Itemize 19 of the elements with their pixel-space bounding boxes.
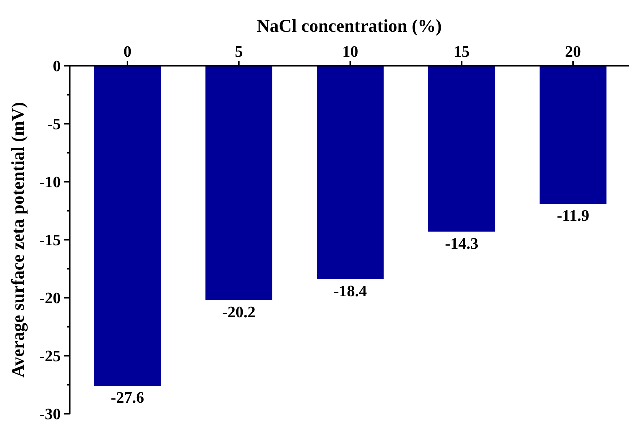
y-tick-label: -10 xyxy=(40,174,61,192)
y-axis-title: Average surface zeta potential (mV) xyxy=(8,102,28,378)
y-tick-label: -20 xyxy=(40,290,61,308)
x-tick-label: 15 xyxy=(454,44,470,61)
y-tick-label: -25 xyxy=(40,348,61,366)
y-tick-label: -30 xyxy=(40,406,61,424)
data-label: -27.6 xyxy=(111,390,144,408)
data-label: -20.2 xyxy=(222,304,256,322)
y-tick-label: 0 xyxy=(53,58,61,76)
y-tick-label: -5 xyxy=(48,116,61,134)
x-tick-label: 5 xyxy=(235,44,244,61)
data-label: -11.9 xyxy=(557,208,590,226)
x2-axis-title: NaCl concentration (%) xyxy=(257,16,442,36)
y-tick-label: -15 xyxy=(40,232,61,250)
x-tick-label: 0 xyxy=(124,44,132,61)
x-tick-label: 20 xyxy=(565,44,582,61)
data-label: -14.3 xyxy=(445,236,479,253)
x-tick-label: 10 xyxy=(342,44,358,61)
data-label: -18.4 xyxy=(334,283,368,300)
